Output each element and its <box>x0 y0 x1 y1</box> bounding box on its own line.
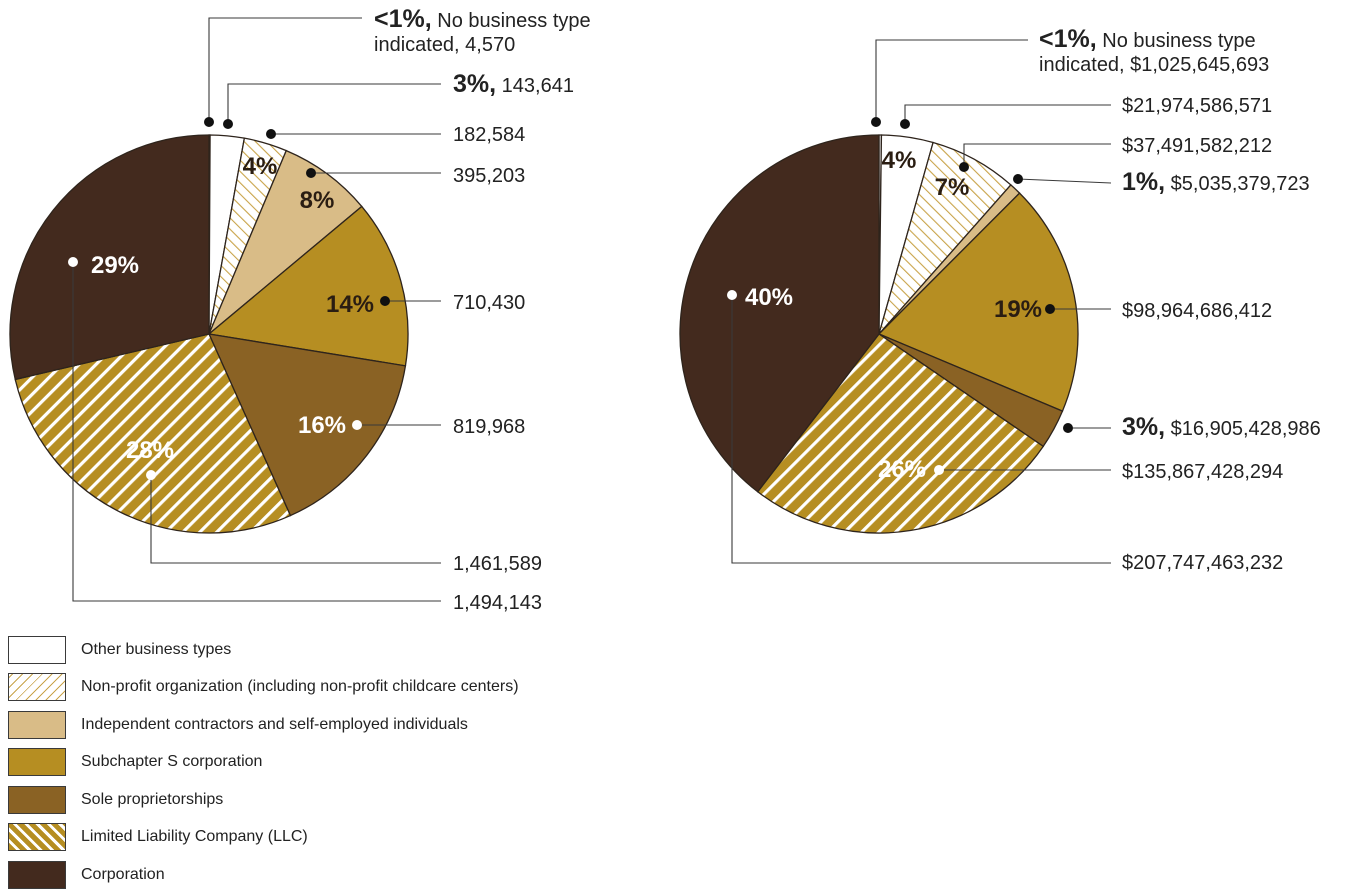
pie-slice-7 <box>9 134 210 381</box>
slice-pct-label-7: 29% <box>91 252 139 279</box>
legend-item: Other business types <box>8 631 628 669</box>
legend-swatch <box>8 635 66 664</box>
slice-pct-label-4: 14% <box>326 291 374 318</box>
leader-dot-0 <box>204 117 214 127</box>
leader-dot-4 <box>380 296 390 306</box>
legend-item: Independent contractors and self-employe… <box>8 706 628 744</box>
legend-item: Limited Liability Company (LLC) <box>8 819 628 857</box>
pie-slice-6 <box>14 333 292 534</box>
slice-pct-label-1: 4% <box>882 147 917 174</box>
pie-charts: <1%, No business type indicated, 4,570 3%,… <box>9 5 1321 614</box>
slice-pct-label-5: 16% <box>298 412 346 439</box>
leader-line-1 <box>904 104 1111 124</box>
leader-line-7 <box>72 262 441 602</box>
leader-line-6 <box>150 475 441 564</box>
leader-dot-5 <box>352 420 362 430</box>
legend-label: Subchapter S corporation <box>81 753 263 771</box>
pie-slice-4 <box>207 205 409 367</box>
slice-value-label-0: <1%, No business type indicated, $1,025,6… <box>1039 25 1269 76</box>
leader-dot-1 <box>223 119 233 129</box>
legend-item: Corporation <box>8 856 628 894</box>
leader-dot-3 <box>306 168 316 178</box>
legend-swatch <box>8 860 66 889</box>
leader-dot-1 <box>900 119 910 129</box>
legend-label: Limited Liability Company (LLC) <box>81 828 308 846</box>
slice-value-label-4: 710,430 <box>453 292 525 314</box>
slice-value-label-7: $207,747,463,232 <box>1122 552 1283 574</box>
legend-label: Other business types <box>81 640 232 658</box>
pie-slice-5 <box>207 333 407 517</box>
leader-dot-6 <box>934 465 944 475</box>
slice-value-label-0: <1%, No business type indicated, 4,570 <box>374 5 591 56</box>
slice-value-label-5: 819,968 <box>453 416 525 438</box>
leader-dot-0 <box>871 117 881 127</box>
legend-swatch <box>8 823 66 852</box>
legend-label: Independent contractors and self-employe… <box>81 715 468 733</box>
slice-pct-label-2: 4% <box>243 153 278 180</box>
leader-dot-3 <box>1013 174 1023 184</box>
leader-line-1 <box>227 83 441 124</box>
legend-swatch <box>8 673 66 702</box>
slice-pct-label-6: 28% <box>126 437 174 464</box>
leader-line-0 <box>875 39 1028 122</box>
pie-slice-3 <box>208 149 363 335</box>
slice-pct-label-2: 7% <box>935 174 970 201</box>
slice-pct-label-3: 8% <box>300 187 335 214</box>
legend-item: Sole proprietorships <box>8 781 628 819</box>
pie-slice-7 <box>679 134 880 493</box>
legend-item: Non-profit organization (including non-p… <box>8 669 628 707</box>
legend-item: Subchapter S corporation <box>8 744 628 782</box>
slice-value-label-3: 1%, $5,035,379,723 <box>1122 168 1310 196</box>
leader-line-7 <box>731 295 1111 564</box>
leader-dot-4 <box>1045 304 1055 314</box>
leader-dot-7 <box>727 290 737 300</box>
leader-dot-2 <box>959 162 969 172</box>
slice-value-label-6: 1,461,589 <box>453 553 542 575</box>
pie-slice-6 <box>756 333 1045 534</box>
slice-value-label-5: 3%, $16,905,428,986 <box>1122 413 1321 441</box>
slice-value-label-1: $21,974,586,571 <box>1122 95 1272 117</box>
leader-dot-6 <box>146 470 156 480</box>
legend: Other business types Non-profit organizat… <box>8 631 628 894</box>
legend-swatch <box>8 748 66 777</box>
leader-dot-7 <box>68 257 78 267</box>
leader-line-3 <box>1017 178 1112 184</box>
legend-swatch <box>8 710 66 739</box>
slice-value-label-7: 1,494,143 <box>453 592 542 614</box>
pie-chart-count: <1%, No business type indicated, 4,570 3%,… <box>9 5 591 614</box>
leader-dot-2 <box>266 129 276 139</box>
slice-pct-label-4: 19% <box>994 296 1042 323</box>
slice-pct-label-7: 40% <box>745 284 793 311</box>
legend-label: Corporation <box>81 865 165 883</box>
slice-value-label-4: $98,964,686,412 <box>1122 300 1272 322</box>
legend-label: Sole proprietorships <box>81 790 224 808</box>
legend-label: Non-profit organization (including non-p… <box>81 678 519 696</box>
slice-pct-label-6: 26% <box>878 456 926 483</box>
slice-value-label-1: 3%, 143,641 <box>453 70 574 98</box>
leader-line-2 <box>963 143 1111 167</box>
slice-value-label-2: 182,584 <box>453 124 525 146</box>
leader-dot-5 <box>1063 423 1073 433</box>
legend-swatch <box>8 785 66 814</box>
slice-value-label-2: $37,491,582,212 <box>1122 135 1272 157</box>
slice-value-label-6: $135,867,428,294 <box>1122 461 1283 483</box>
pie-chart-amount: <1%, No business type indicated, $1,025,6… <box>679 25 1321 574</box>
leader-line-0 <box>208 17 362 122</box>
slice-value-label-3: 395,203 <box>453 165 525 187</box>
pie-slice-4 <box>877 192 1079 412</box>
